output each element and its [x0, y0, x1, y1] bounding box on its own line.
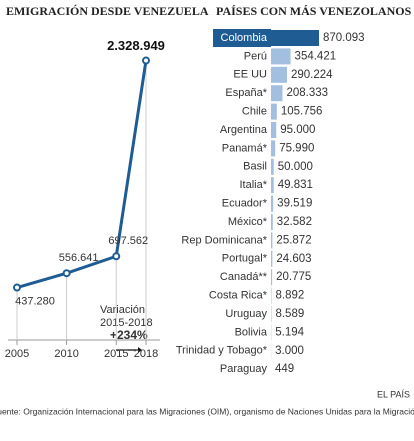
category-label: Basil [243, 161, 267, 173]
category-label: Perú [244, 50, 267, 62]
credit: EL PAÍS [377, 389, 410, 399]
data-label: 8.892 [275, 290, 304, 302]
bar [271, 48, 291, 65]
data-label: 105.756 [281, 106, 323, 118]
data-label: 437.280 [15, 295, 55, 307]
category-label: Rep Dominicana* [181, 234, 267, 246]
x-tick-label: 2018 [134, 348, 158, 360]
annotation: 2015-2018 [100, 317, 153, 329]
category-label: España* [225, 87, 267, 99]
category-label: Chile [242, 106, 267, 118]
bar [271, 195, 274, 212]
annotation: +234% [110, 328, 148, 342]
highlight [213, 29, 271, 47]
data-label: 39.519 [277, 198, 312, 210]
data-label: 208.333 [286, 87, 328, 99]
data-label: 95.000 [280, 124, 315, 136]
category-label: México* [228, 216, 268, 228]
data-label: 49.831 [278, 179, 313, 191]
data-label: 354.421 [295, 50, 337, 62]
bar [271, 103, 277, 120]
data-label: 2.328.949 [107, 38, 165, 53]
bar [271, 66, 288, 83]
bar [271, 250, 273, 267]
line [16, 60, 148, 289]
bar [271, 177, 274, 194]
chart-title: PAÍSES CON MÁS VENEZOLANOS [216, 4, 412, 18]
bar [271, 85, 283, 102]
point [13, 283, 21, 292]
category-label: Ecuador* [222, 198, 268, 210]
category-label: Panamá* [222, 142, 268, 154]
data-label: 75.990 [279, 142, 314, 154]
data-label: 24.603 [276, 253, 311, 265]
data-label: 3.000 [275, 345, 304, 357]
x-tick-label: 2010 [54, 348, 78, 360]
bar [271, 122, 277, 138]
category-label: Trinidad y Tobago* [176, 345, 268, 357]
category-label: Bolivia [235, 326, 268, 338]
data-label: 5.194 [275, 326, 304, 338]
category-label: Costa Rica* [209, 290, 268, 302]
category-label: EE UU [233, 69, 267, 81]
point [112, 252, 121, 261]
bar [271, 140, 276, 157]
data-label: 8.589 [275, 308, 304, 320]
data-label: 32.582 [277, 216, 312, 228]
category-label: Italia* [239, 179, 267, 191]
category-label: Colombia [221, 32, 268, 44]
point [142, 56, 150, 65]
arrow-head [138, 347, 142, 353]
category-label: Paraguay [220, 363, 268, 375]
source: Fuente: Organización Internacional para … [0, 406, 414, 416]
bar [271, 158, 274, 175]
category-label: Uruguay [225, 308, 267, 320]
data-label: 50.000 [278, 161, 313, 173]
data-label: 556.641 [59, 252, 99, 264]
category-label: Portugal* [222, 253, 268, 265]
annotation: Variación [100, 304, 145, 316]
category-label: Argentina [220, 124, 268, 136]
chart-title: EMIGRACIÓN DESDE VENEZUELA [6, 4, 209, 18]
bar [271, 269, 273, 286]
x-tick-label: 2015 [104, 348, 128, 360]
data-label: 870.093 [323, 32, 365, 44]
data-label: 449 [275, 363, 294, 375]
data-label: 697.562 [108, 235, 148, 247]
point [62, 269, 71, 278]
data-label: 290.224 [291, 69, 333, 81]
data-label: 25.872 [276, 234, 311, 246]
x-tick-label: 2005 [5, 348, 29, 360]
data-label: 20.775 [276, 271, 311, 283]
bar [271, 214, 273, 230]
bar [271, 232, 273, 249]
bar [271, 30, 319, 46]
category-label: Canadá** [220, 271, 268, 283]
